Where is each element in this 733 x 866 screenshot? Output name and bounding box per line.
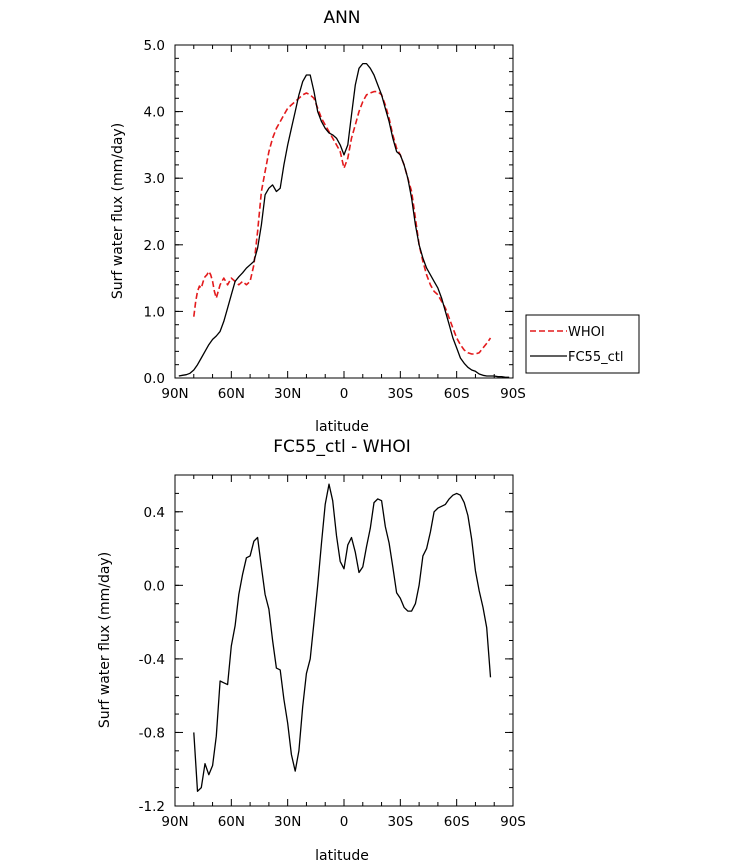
bottom-chart-ylabel: Surf water flux (mm/day) <box>97 552 113 728</box>
x-tick-label: 60N <box>218 814 245 830</box>
bottom-chart-title: FC55_ctl - WHOI <box>273 437 410 457</box>
legend-label-fc55: FC55_ctl <box>568 350 623 365</box>
x-tick-label: 0 <box>340 386 349 402</box>
y-tick-label: 0.0 <box>144 371 165 387</box>
x-tick-label: 60S <box>444 814 470 830</box>
bottom-series-line-0 <box>193 483 492 792</box>
y-tick-label: -0.4 <box>139 652 165 668</box>
legend: WHOI FC55_ctl <box>525 314 640 374</box>
top-chart-title: ANN <box>323 8 360 28</box>
y-tick-label: -0.8 <box>139 725 165 741</box>
x-tick-label: 30S <box>387 386 413 402</box>
legend-box <box>525 314 640 374</box>
x-tick-label: 90N <box>161 386 188 402</box>
bottom-chart-frame <box>174 474 514 807</box>
y-tick-label: 4.0 <box>144 105 165 121</box>
y-tick-label: -1.2 <box>139 799 165 815</box>
top-chart-ylabel: Surf water flux (mm/day) <box>110 123 126 299</box>
x-tick-label: 60N <box>218 386 245 402</box>
top-series-line-0 <box>193 90 492 355</box>
legend-label-whoi: WHOI <box>568 325 605 340</box>
top-series-line-1 <box>178 62 510 378</box>
x-tick-label: 90S <box>500 814 526 830</box>
bottom-chart-series <box>193 483 492 792</box>
bottom-chart-ticks: 90N 60N 30N 0 30S 60S 90S -1.2 -0.8 -0.4 0.0 0.4 <box>139 474 526 830</box>
y-tick-label: 1.0 <box>144 304 165 320</box>
top-chart-frame <box>174 44 514 379</box>
x-tick-label: 90N <box>161 814 188 830</box>
y-tick-label: 0.0 <box>144 578 165 594</box>
x-tick-label: 0 <box>340 814 349 830</box>
y-tick-label: 3.0 <box>144 171 165 187</box>
x-tick-label: 30N <box>274 814 301 830</box>
bottom-chart: FC55_ctl - WHOI 90N 60N 30N 0 30S 60S 90S -1.2 -… <box>97 437 526 864</box>
top-chart-ticks: 90N 60N 30N 0 30S 60S 90S 0.0 1.0 2.0 3.0 4.0 5.0 <box>144 38 526 402</box>
x-tick-label: 30S <box>387 814 413 830</box>
bottom-chart-xlabel: latitude <box>315 848 369 864</box>
top-chart-xlabel: latitude <box>315 419 369 435</box>
x-tick-label: 60S <box>444 386 470 402</box>
x-tick-label: 30N <box>274 386 301 402</box>
y-tick-label: 5.0 <box>144 38 165 54</box>
top-chart: ANN 90N 60N 30N 0 30S 60S 90S 0.0 1.0 2.0 3.0 4.0 5.… <box>110 8 526 435</box>
y-tick-label: 2.0 <box>144 238 165 254</box>
top-chart-series <box>178 62 510 378</box>
x-tick-label: 90S <box>500 386 526 402</box>
y-tick-label: 0.4 <box>144 505 165 521</box>
